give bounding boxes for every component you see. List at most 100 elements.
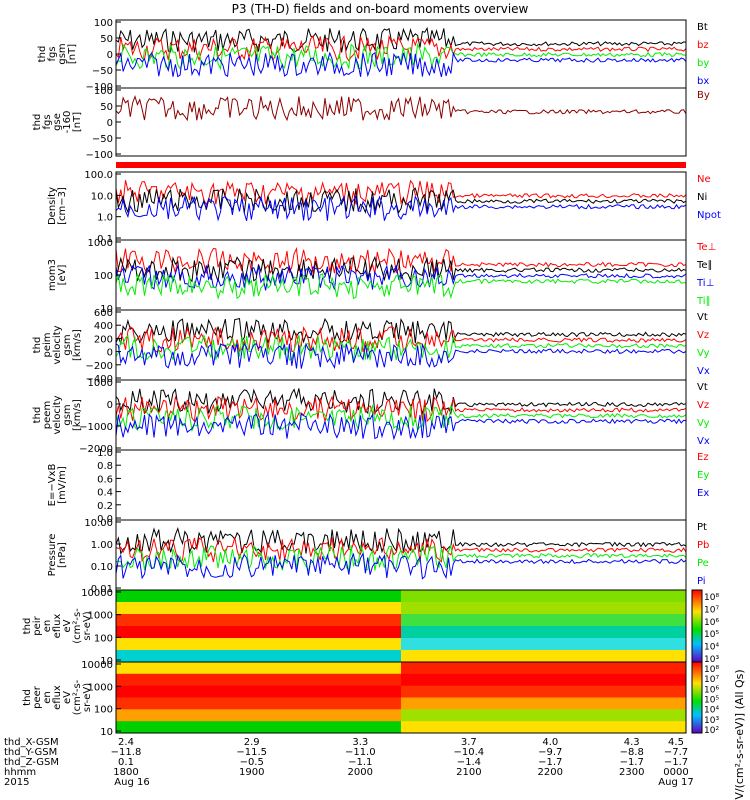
heatmap-cell (306, 673, 316, 687)
heatmap-cell (315, 602, 326, 615)
heatmap-cell (534, 650, 544, 663)
heatmap-cell (163, 721, 174, 734)
heatmap-cell (676, 685, 687, 698)
heatmap-cell (410, 709, 421, 722)
heatmap-cell (534, 614, 544, 627)
heatmap-cell (629, 638, 639, 651)
x-axis-value: −1.7 (538, 757, 562, 768)
heatmap-cell (334, 662, 345, 675)
heatmap-cell (477, 673, 487, 687)
heatmap-cell (154, 614, 164, 627)
x-axis-date: Aug 16 (114, 777, 149, 788)
y-axis-label-line: thd (22, 618, 33, 635)
heatmap-cell (429, 650, 440, 663)
heatmap-cell (163, 614, 174, 627)
panel-4: 1000 100 10 mom3 [eV] Te⊥ Te∥ Ti⊥ Ti∥ (47, 238, 716, 315)
y-tick-label: 100 (94, 705, 113, 716)
heatmap-cell (572, 626, 582, 639)
heatmap-cell (648, 697, 658, 710)
y-axis-label-line: mom3 (47, 259, 58, 291)
legend-entry: Npot (697, 210, 721, 221)
heatmap-cell (467, 590, 478, 603)
panel-7: 1.0 0.8 0.6 0.4 0.2 0.0 E=−VxB [mV/m] Ez Ey Ex (47, 448, 709, 525)
heatmap-cell (515, 697, 525, 710)
heatmap-cell (325, 626, 335, 639)
heatmap-cell (515, 602, 525, 615)
heatmap-cell (230, 614, 240, 627)
heatmap-cell (524, 602, 535, 615)
heatmap-cell (420, 602, 430, 615)
x-axis-value: −10.4 (454, 747, 485, 758)
heatmap-cell (144, 626, 155, 639)
x-axis-value: −8.8 (620, 747, 644, 758)
heatmap-cell (562, 709, 573, 722)
heatmap-cell (391, 614, 402, 627)
legend-entry: by (697, 58, 709, 69)
heatmap-cell (410, 697, 421, 710)
heatmap-cell (258, 638, 269, 651)
heatmap-cell (410, 673, 421, 687)
heatmap-cell (249, 626, 259, 639)
x-axis-value: −11.8 (111, 747, 142, 758)
heatmap-cell (410, 590, 421, 603)
heatmap-cell (667, 697, 677, 710)
heatmap-cell (182, 650, 193, 663)
heatmap-cell (581, 602, 592, 615)
heatmap-cell (173, 602, 183, 615)
heatmap-cell (353, 614, 364, 627)
heatmap-cell (524, 638, 535, 651)
y-tick-label: 0.2 (97, 501, 113, 512)
heatmap-cell (505, 662, 516, 675)
heatmap-cell (211, 697, 221, 710)
heatmap-cell (486, 638, 497, 651)
heatmap-cell (581, 709, 592, 722)
heatmap-cell (334, 590, 345, 603)
heatmap-cell (467, 662, 478, 675)
heatmap-cell (116, 685, 126, 698)
heatmap-cell (619, 673, 630, 687)
heatmap-cell (249, 662, 259, 675)
series-line (115, 246, 687, 275)
heatmap-cell (638, 590, 649, 603)
heatmap-cell (268, 638, 278, 651)
colorbar-tick: 10³ (704, 655, 719, 665)
panel-6: 1000 0 −1000 −2000 thd peem velocity gsm [km/s] V… (32, 378, 710, 455)
heatmap-cell (448, 602, 459, 615)
heatmap-cell (515, 721, 525, 734)
heatmap-cell (562, 697, 573, 710)
legend-entry: Ti⊥ (696, 278, 714, 289)
heatmap-cell (211, 721, 221, 734)
heatmap-cell (287, 673, 297, 687)
heatmap-cell (448, 673, 459, 687)
heatmap-cell (439, 638, 449, 651)
y-axis-label-line: [km/s] (72, 399, 83, 431)
series-line (115, 273, 687, 301)
y-axis-label: thd peim velocity gsm [km/s] (32, 325, 83, 364)
x-axis-value: −1.4 (457, 757, 481, 768)
colorbar-tick: 10⁷ (704, 605, 719, 615)
heatmap-cell (239, 590, 250, 603)
heatmap-cell (515, 638, 525, 651)
heatmap-cell (173, 650, 183, 663)
heatmap-cell (439, 721, 449, 734)
heatmap-cell (315, 662, 326, 675)
heatmap-cell (372, 626, 383, 639)
heatmap-cell (676, 697, 687, 710)
heatmap-cell (363, 673, 373, 687)
heatmap-cell (420, 590, 430, 603)
heatmap-cell (268, 590, 278, 603)
heatmap-cell (543, 614, 554, 627)
heatmap-cell (553, 614, 563, 627)
heatmap-cell (287, 709, 297, 722)
heatmap-cell (192, 626, 202, 639)
heatmap-cell (448, 614, 459, 627)
heatmap-cell (268, 662, 278, 675)
heatmap-cell (344, 721, 354, 734)
panel-frame (115, 87, 687, 157)
x-axis-value: −9.7 (538, 747, 562, 758)
heatmap-cell (543, 709, 554, 722)
x-axis-value: 2100 (456, 767, 481, 778)
series-line (115, 404, 687, 433)
heatmap-cell (401, 662, 411, 675)
heatmap-cell (581, 662, 592, 675)
